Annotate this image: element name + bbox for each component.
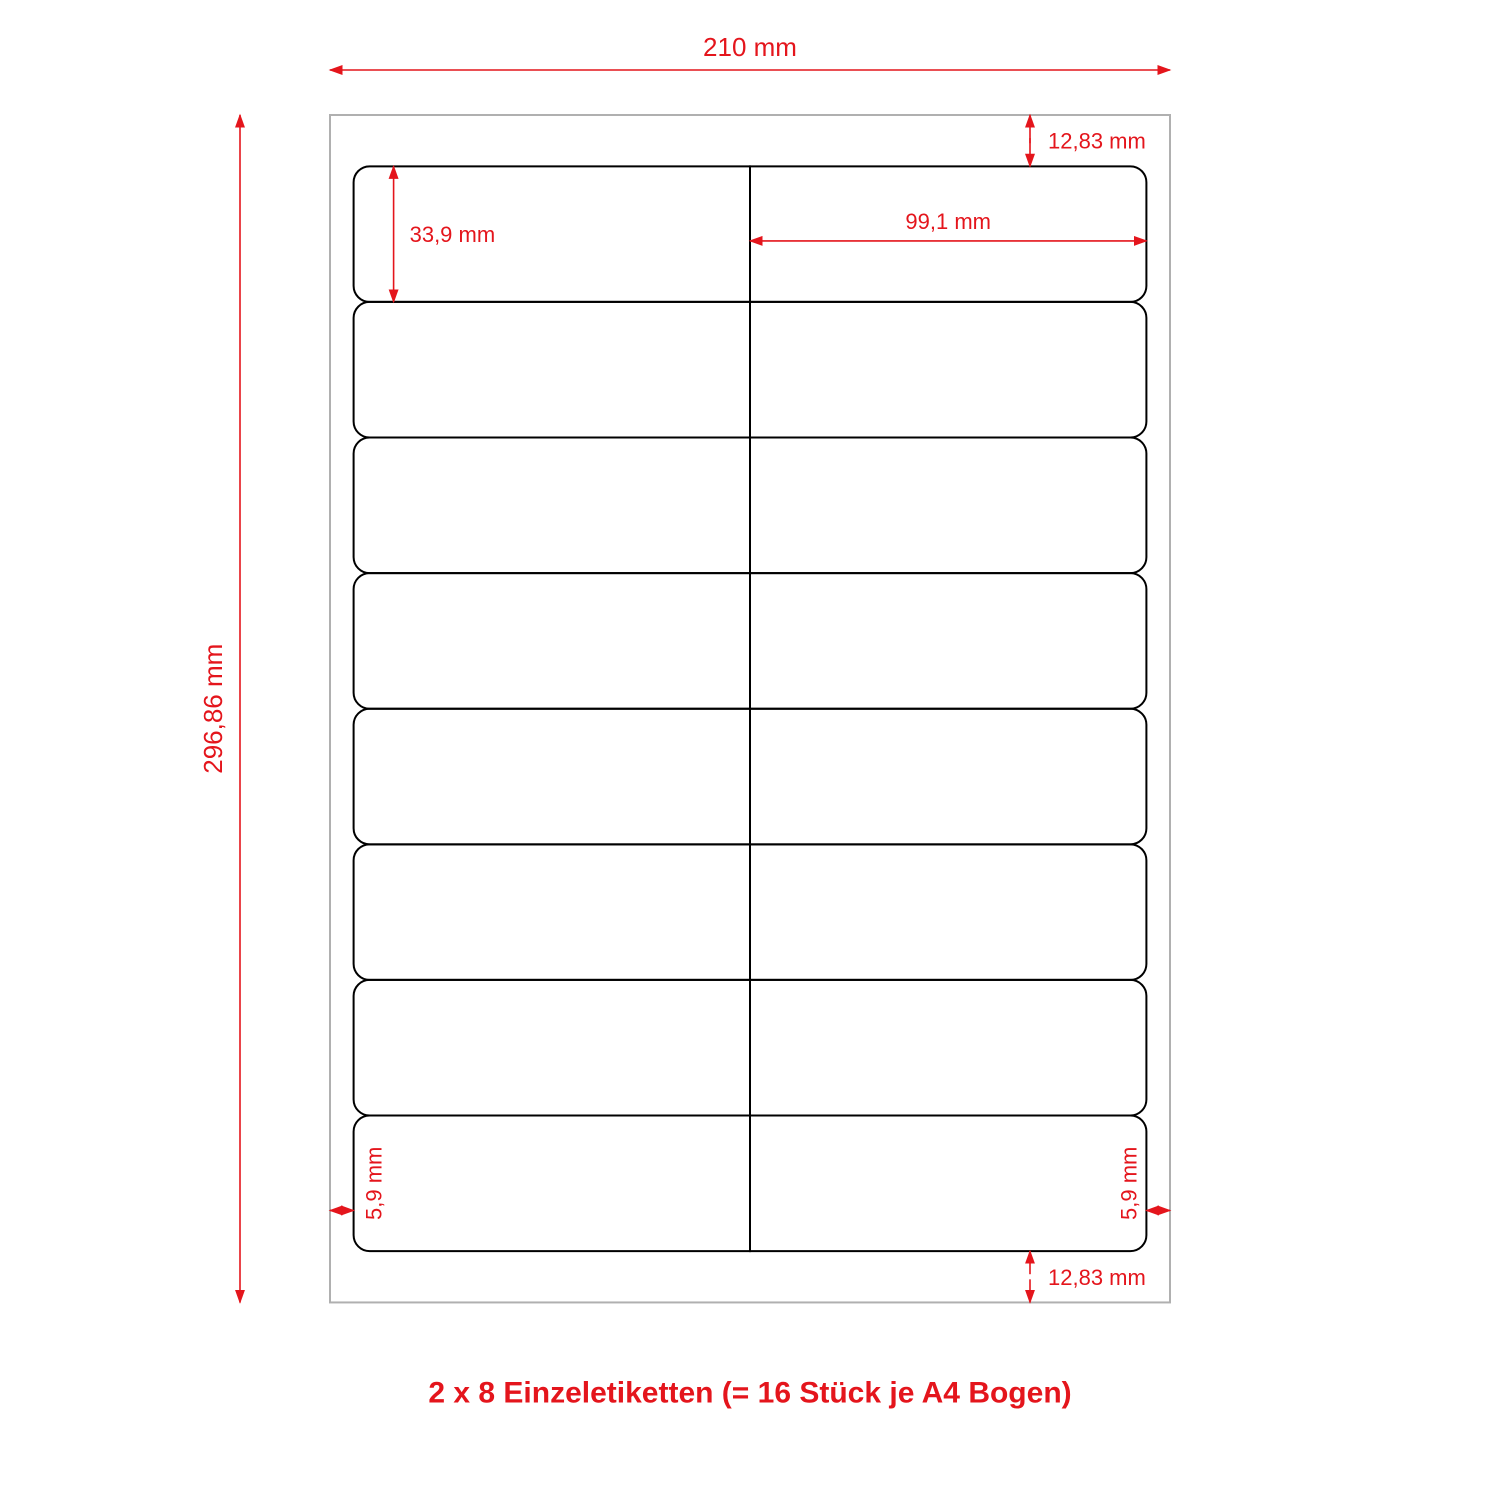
- label-sheet-diagram: 210 mm 296,86 mm 12,83 mm 12,83 mm 99,1 mm 33…: [0, 0, 1500, 1500]
- dim-label-height: 33,9 mm: [410, 222, 496, 247]
- dim-sheet-height: 296,86 mm: [198, 644, 228, 774]
- dim-label-width: 99,1 mm: [905, 209, 991, 234]
- dim-margin-right: 5,9 mm: [1116, 1147, 1141, 1220]
- dim-margin-bottom: 12,83 mm: [1048, 1265, 1146, 1290]
- dim-sheet-width: 210 mm: [703, 32, 797, 62]
- dim-margin-top: 12,83 mm: [1048, 129, 1146, 154]
- dim-margin-left: 5,9 mm: [362, 1147, 387, 1220]
- caption: 2 x 8 Einzeletiketten (= 16 Stück je A4 …: [428, 1376, 1071, 1409]
